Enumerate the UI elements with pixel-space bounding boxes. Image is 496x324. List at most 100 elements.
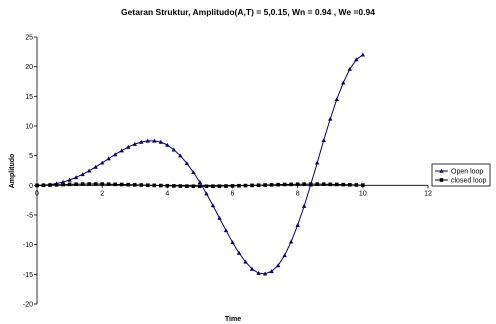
legend-label: Open loop	[451, 169, 483, 176]
data-point	[249, 266, 255, 271]
data-point	[348, 182, 352, 187]
data-point	[165, 142, 170, 147]
data-point	[165, 183, 170, 188]
data-point	[354, 57, 359, 62]
data-point	[256, 270, 261, 275]
data-point	[224, 184, 228, 188]
data-point	[119, 148, 124, 153]
data-point	[139, 183, 144, 187]
data-point	[217, 215, 222, 220]
data-point	[74, 182, 78, 187]
data-point	[275, 263, 281, 268]
data-point	[197, 180, 203, 185]
y-tick-label: 25	[25, 35, 33, 42]
data-point	[132, 141, 137, 146]
data-point	[158, 139, 164, 144]
data-point	[321, 138, 326, 142]
y-tick-label: 5	[29, 153, 33, 160]
data-point	[217, 184, 222, 188]
data-point	[315, 182, 320, 186]
data-point	[191, 184, 196, 189]
y-tick-label: 15	[25, 94, 33, 101]
data-point	[48, 183, 52, 187]
data-point	[295, 182, 300, 187]
legend-label: closed loop	[451, 178, 487, 185]
data-point	[360, 52, 366, 57]
series-closed-loop	[35, 182, 365, 189]
y-tick-label: 0	[29, 183, 33, 190]
data-point	[321, 182, 326, 187]
x-tick-label: 8	[296, 190, 300, 197]
data-point	[106, 182, 111, 187]
data-point	[139, 139, 144, 144]
data-point	[41, 183, 46, 188]
data-point	[106, 156, 111, 161]
data-point	[113, 182, 117, 187]
data-point	[171, 147, 177, 152]
legend: Open loop closed loop	[431, 163, 491, 187]
legend-swatch-marker	[439, 168, 444, 173]
data-point	[302, 182, 306, 187]
data-point	[198, 184, 202, 189]
data-point	[237, 183, 241, 188]
data-point	[328, 182, 333, 187]
data-point	[113, 152, 118, 157]
data-point	[172, 184, 176, 188]
legend-swatch-marker	[439, 178, 444, 182]
data-point	[61, 182, 65, 187]
data-point	[288, 239, 294, 244]
data-point	[99, 160, 105, 165]
data-point	[54, 183, 59, 187]
data-point	[126, 182, 131, 187]
data-point	[230, 240, 235, 245]
data-point	[347, 66, 352, 71]
data-point	[152, 183, 157, 188]
data-point	[35, 183, 39, 188]
data-point	[185, 184, 189, 188]
data-point	[269, 269, 274, 274]
axes: -20 -15 -10 -5 0 5 10 15 20 25 0 2 4 6 8 10 12	[23, 35, 432, 309]
data-point	[308, 182, 313, 186]
x-tick-label: 4	[165, 190, 169, 197]
data-point	[132, 183, 137, 187]
data-point	[145, 138, 150, 143]
data-point	[262, 271, 268, 276]
data-point	[67, 182, 72, 187]
data-point	[289, 182, 293, 187]
data-point	[250, 183, 254, 188]
y-tick-label: 10	[25, 124, 33, 131]
data-point	[93, 164, 98, 169]
x-tick-label: 10	[359, 190, 367, 197]
y-tick-label: 20	[25, 64, 33, 71]
data-point	[295, 222, 300, 227]
data-point	[315, 160, 320, 165]
data-point	[341, 182, 346, 187]
data-point	[282, 182, 287, 187]
y-tick-label: -10	[23, 242, 33, 249]
data-point	[243, 183, 248, 188]
series-open-loop	[34, 52, 366, 276]
data-point	[152, 138, 157, 143]
series-layer	[34, 52, 366, 276]
data-point	[276, 182, 280, 187]
data-point	[184, 161, 190, 166]
x-axis-label: Time	[225, 316, 241, 323]
data-point	[80, 182, 85, 186]
y-axis-label: Amplitudo	[9, 154, 16, 189]
data-point	[80, 172, 85, 177]
data-point	[178, 184, 183, 188]
data-point	[263, 183, 267, 187]
data-point	[341, 80, 346, 85]
data-point	[73, 175, 79, 180]
data-point	[119, 182, 124, 187]
x-tick-label: 0	[35, 190, 39, 197]
data-point	[126, 144, 131, 149]
data-point	[145, 183, 150, 188]
data-point	[328, 116, 333, 121]
data-point	[334, 182, 339, 187]
data-point	[282, 253, 287, 258]
data-point	[230, 184, 235, 188]
data-point	[210, 203, 216, 208]
data-point	[191, 170, 196, 175]
